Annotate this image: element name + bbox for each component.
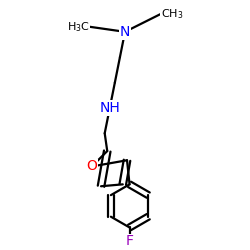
Text: F: F [126, 234, 134, 248]
Text: CH$_3$: CH$_3$ [160, 7, 183, 21]
Text: N: N [120, 25, 130, 39]
Text: O: O [86, 160, 97, 173]
Text: NH: NH [100, 101, 120, 115]
Text: H$_3$C: H$_3$C [66, 20, 90, 34]
